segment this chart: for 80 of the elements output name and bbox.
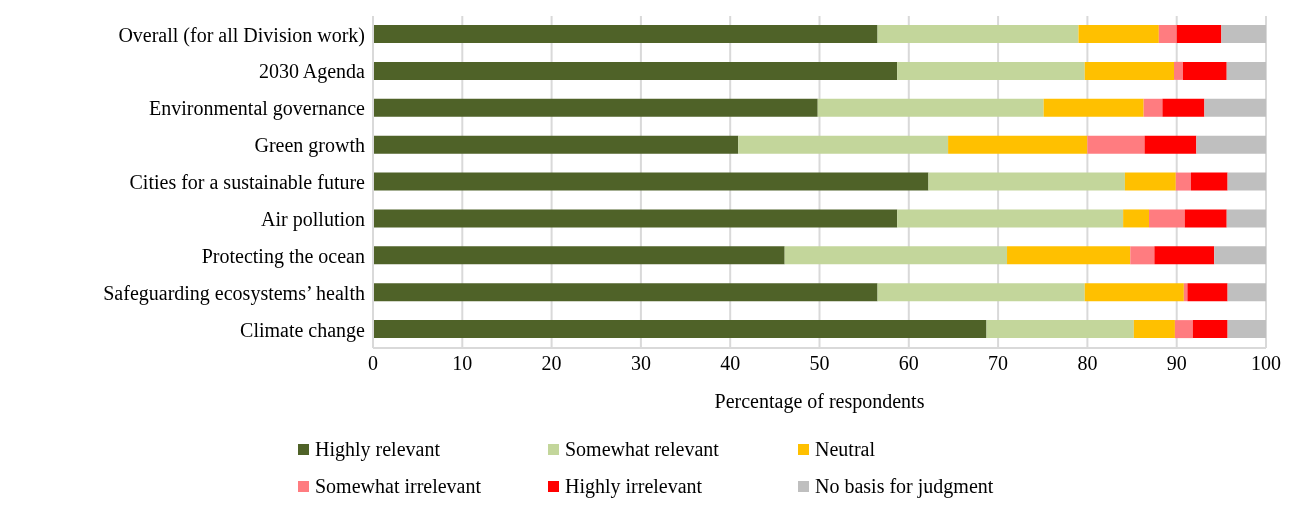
bar bbox=[1144, 135, 1197, 154]
bar bbox=[373, 246, 785, 265]
bar bbox=[738, 135, 949, 154]
y-tick-label: Safeguarding ecosystems’ health bbox=[103, 281, 365, 305]
y-tick-label: Air pollution bbox=[261, 207, 365, 231]
bar bbox=[784, 246, 1008, 265]
bar bbox=[1162, 98, 1205, 117]
bar bbox=[1158, 25, 1177, 43]
bar bbox=[1190, 172, 1228, 191]
bar bbox=[948, 135, 1088, 154]
x-tick-label: 0 bbox=[368, 352, 378, 375]
x-tick-label: 20 bbox=[541, 352, 562, 375]
bar bbox=[373, 320, 987, 339]
bar bbox=[897, 61, 1085, 80]
bar bbox=[897, 209, 1124, 228]
y-tick-label: Protecting the ocean bbox=[201, 244, 365, 268]
bar bbox=[1175, 172, 1191, 191]
bar bbox=[373, 135, 739, 154]
x-tick-label: 40 bbox=[720, 352, 741, 375]
y-tick-label: Overall (for all Division work) bbox=[118, 23, 365, 47]
x-tick-label: 80 bbox=[1077, 352, 1098, 375]
bar bbox=[1149, 209, 1185, 228]
bar bbox=[1124, 172, 1176, 191]
y-tick-label: Green growth bbox=[254, 134, 365, 158]
bar bbox=[1226, 209, 1266, 228]
bar bbox=[1226, 61, 1266, 80]
bar bbox=[1087, 135, 1145, 154]
bar bbox=[877, 283, 1085, 302]
bar bbox=[1227, 283, 1266, 302]
y-tick-label: Climate change bbox=[240, 318, 366, 342]
legend-label: Somewhat irrelevant bbox=[315, 475, 482, 498]
bar bbox=[373, 25, 878, 43]
bar bbox=[1133, 320, 1175, 339]
x-tick-label: 70 bbox=[988, 352, 1009, 375]
x-tick-label: 60 bbox=[898, 352, 919, 375]
bar bbox=[373, 209, 898, 228]
bar bbox=[1182, 61, 1227, 80]
legend-label: No basis for judgment bbox=[815, 475, 994, 498]
x-tick-label: 90 bbox=[1166, 352, 1187, 375]
bar bbox=[986, 320, 1134, 339]
bar bbox=[1184, 209, 1227, 228]
bar bbox=[1007, 246, 1131, 265]
bar bbox=[1196, 135, 1266, 154]
y-tick-label: Cities for a sustainable future bbox=[129, 171, 366, 194]
bar bbox=[1130, 246, 1155, 265]
bar bbox=[1084, 61, 1175, 80]
x-tick-label: 100 bbox=[1251, 352, 1281, 375]
x-tick-label: 10 bbox=[452, 352, 473, 375]
bar bbox=[373, 98, 818, 117]
legend-label: Highly relevant bbox=[315, 438, 440, 461]
bar bbox=[877, 25, 1079, 43]
bar bbox=[817, 98, 1044, 117]
legend-label: Neutral bbox=[815, 438, 875, 461]
bar bbox=[1227, 172, 1266, 191]
bar bbox=[373, 172, 929, 191]
bar bbox=[1192, 320, 1228, 339]
legend-label: Highly irrelevant bbox=[565, 475, 703, 498]
bar bbox=[1176, 25, 1222, 43]
y-tick-label: 2030 Agenda bbox=[258, 60, 366, 84]
bar bbox=[1143, 98, 1163, 117]
bar bbox=[1078, 25, 1159, 43]
bar bbox=[1123, 209, 1150, 228]
bar bbox=[373, 283, 878, 302]
bar bbox=[1204, 98, 1266, 117]
bar bbox=[1221, 25, 1266, 43]
bar bbox=[1174, 320, 1193, 339]
x-tick-label: 30 bbox=[630, 352, 651, 375]
bar bbox=[1154, 246, 1215, 265]
bar bbox=[1187, 283, 1228, 302]
bar bbox=[928, 172, 1125, 191]
bar bbox=[1214, 246, 1266, 265]
x-tick-label: 50 bbox=[809, 352, 830, 375]
x-axis-title: Percentage of respondents bbox=[714, 390, 925, 413]
bar bbox=[373, 61, 898, 80]
bar bbox=[1174, 61, 1183, 80]
y-tick-label: Environmental governance bbox=[148, 97, 366, 121]
bar bbox=[1084, 283, 1184, 302]
bar bbox=[1043, 98, 1144, 117]
bar bbox=[1227, 320, 1266, 339]
legend-label: Somewhat relevant bbox=[565, 438, 719, 461]
